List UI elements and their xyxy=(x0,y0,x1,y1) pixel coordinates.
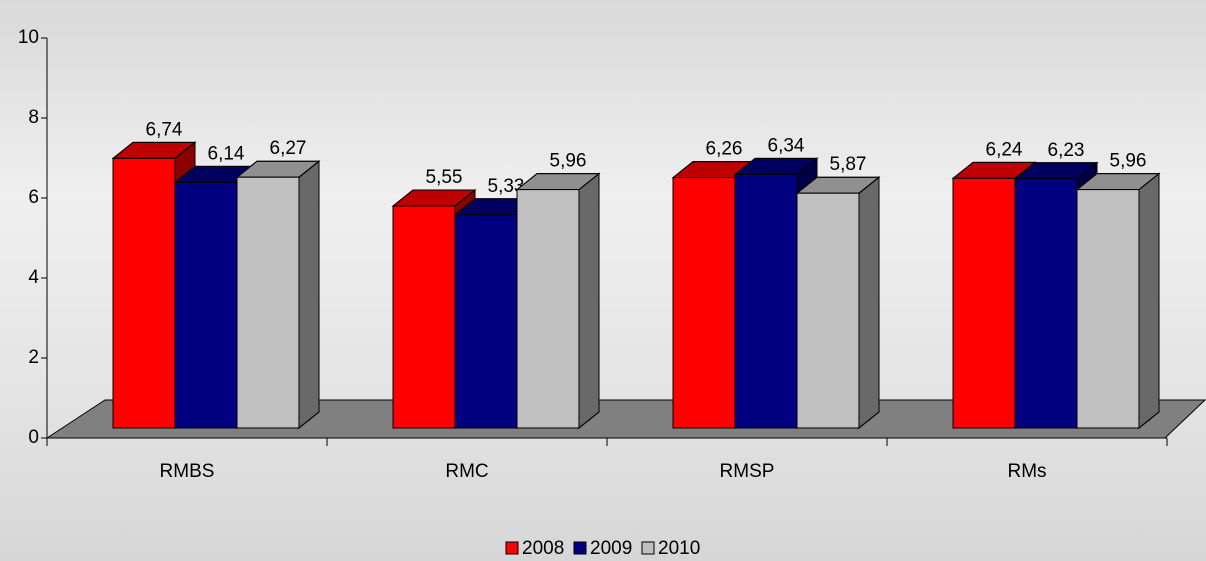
data-label: 5,96 xyxy=(550,151,587,172)
bar xyxy=(1075,172,1161,430)
bar-front xyxy=(672,177,736,429)
data-label: 6,26 xyxy=(706,139,743,160)
bar-side-shade xyxy=(578,172,600,430)
bar-front xyxy=(1014,178,1078,429)
bar-front xyxy=(392,205,456,429)
x-tick-label: RMBS xyxy=(160,461,215,482)
y-tick-label: 2 xyxy=(28,347,39,368)
data-label: 5,55 xyxy=(426,167,463,188)
legend-label: 2009 xyxy=(590,538,632,559)
y-tick-label: 6 xyxy=(28,187,39,208)
bar-front xyxy=(952,177,1016,429)
bar-front xyxy=(236,176,300,429)
y-tick-label: 4 xyxy=(28,267,39,288)
data-label: 5,87 xyxy=(830,154,867,175)
x-tick-label: RMC xyxy=(445,461,488,482)
bar-side-shade xyxy=(858,176,880,430)
bar-side-shade xyxy=(298,160,320,430)
y-tick-label: 8 xyxy=(28,107,39,128)
legend-label: 2008 xyxy=(522,538,564,559)
bar-front xyxy=(734,173,798,429)
x-tick-label: RMs xyxy=(1007,461,1046,482)
data-label: 6,14 xyxy=(208,143,245,164)
bar-front xyxy=(516,189,580,429)
x-tick-label: RMSP xyxy=(720,461,775,482)
data-label: 6,27 xyxy=(270,138,307,159)
data-label: 5,33 xyxy=(488,176,525,197)
data-label: 6,24 xyxy=(986,139,1023,160)
legend-label: 2010 xyxy=(658,538,700,559)
bar-front xyxy=(174,181,238,429)
y-tick-label: 0 xyxy=(28,427,39,448)
data-label: 6,23 xyxy=(1048,140,1085,161)
bar xyxy=(515,172,601,430)
data-label: 5,96 xyxy=(1110,151,1147,172)
data-label: 6,74 xyxy=(146,119,183,140)
bar-front xyxy=(1076,189,1140,429)
bar-front xyxy=(112,157,176,429)
bar-side-shade xyxy=(1138,172,1160,430)
legend-swatch xyxy=(505,541,519,555)
bar-front xyxy=(454,214,518,429)
bar-front xyxy=(796,192,860,429)
legend-swatch xyxy=(573,541,587,555)
legend-swatch xyxy=(641,541,655,555)
y-tick-label: 10 xyxy=(18,27,39,48)
data-label: 6,34 xyxy=(768,135,805,156)
bar xyxy=(235,160,321,430)
bar xyxy=(795,176,881,430)
